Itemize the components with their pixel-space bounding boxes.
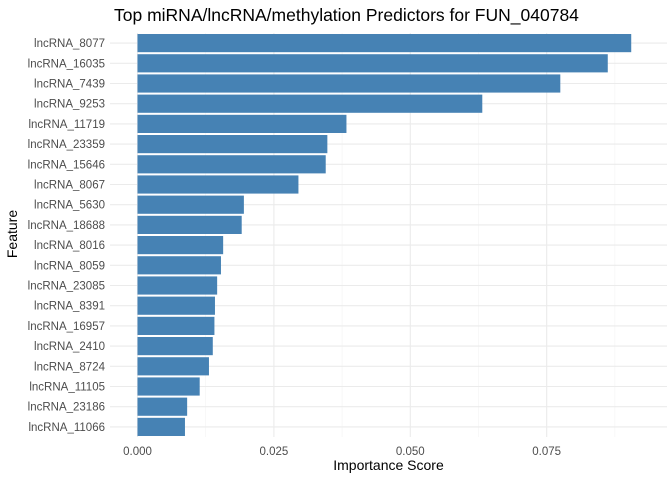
chart-title: Top miRNA/lncRNA/methylation Predictors … [114, 5, 579, 26]
y-tick-label: lncRNA_8391 [34, 301, 105, 313]
y-tick-label: lncRNA_15646 [28, 159, 105, 171]
y-tick-label: lncRNA_7439 [34, 79, 105, 91]
bars [137, 34, 632, 436]
grid [110, 33, 667, 437]
bar [137, 256, 221, 275]
y-tick-label: lncRNA_2410 [34, 341, 105, 353]
y-axis-title: Feature [4, 210, 20, 258]
x-tick-label: 0.025 [259, 446, 288, 458]
x-tick-label: 0.075 [532, 446, 561, 458]
bar [137, 397, 188, 416]
y-tick-label: lncRNA_23085 [28, 281, 105, 293]
bar [137, 377, 200, 396]
y-tick-label: lncRNA_11105 [29, 382, 105, 394]
y-tick-label: lncRNA_8059 [34, 260, 105, 272]
bar [137, 236, 224, 255]
y-tick-label: lncRNA_5630 [34, 200, 105, 212]
y-tick-label: lncRNA_16035 [28, 58, 105, 70]
y-tick-label: lncRNA_11066 [28, 422, 105, 434]
y-tick-label: lncRNA_9253 [34, 99, 105, 111]
y-tick-label: lncRNA_8077 [34, 38, 105, 50]
bar [137, 155, 326, 174]
bar [137, 316, 215, 335]
bar [137, 34, 632, 53]
bar [137, 195, 244, 214]
x-tick-label: 0.000 [123, 446, 152, 458]
bar [137, 276, 218, 295]
y-tick-label: lncRNA_8724 [34, 361, 106, 373]
x-tick-labels: 0.000 0.025 0.050 0.075 [123, 446, 561, 458]
y-tick-label: lncRNA_18688 [28, 220, 105, 232]
y-tick-label: lncRNA_23359 [28, 139, 105, 151]
y-tick-label: lncRNA_11719 [28, 119, 105, 131]
x-tick-label: 0.050 [396, 446, 425, 458]
bar [137, 135, 328, 154]
y-tick-label: lncRNA_23186 [28, 402, 105, 414]
y-tick-label: lncRNA_8067 [34, 180, 105, 192]
bar [137, 417, 185, 436]
y-tick-label: lncRNA_8016 [34, 240, 105, 252]
bar [137, 215, 242, 234]
bar [137, 94, 483, 113]
bar [137, 54, 608, 73]
y-tick-labels: lncRNA_8077 lncRNA_16035 lncRNA_7439 lncRNA… [28, 38, 106, 434]
bar [137, 296, 215, 315]
bar [137, 74, 561, 93]
y-tick-label: lncRNA_16957 [28, 321, 105, 333]
bar [137, 357, 209, 376]
bar [137, 114, 347, 133]
x-axis-title: Importance Score [333, 457, 444, 473]
bar [137, 337, 213, 356]
bar [137, 175, 299, 194]
